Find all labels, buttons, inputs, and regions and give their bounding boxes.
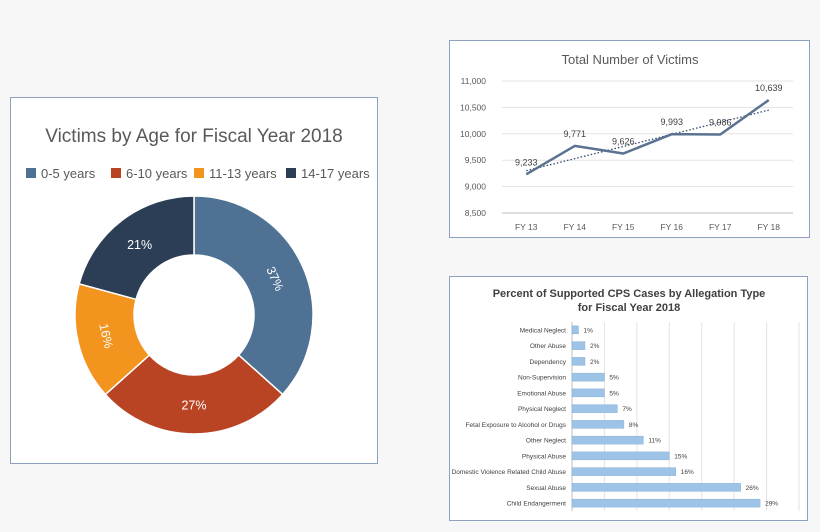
line-x-tick-5: FY 18	[757, 222, 780, 232]
bar-2	[571, 357, 586, 366]
line-data-label-5: 10,639	[755, 83, 783, 93]
legend-swatch-0	[26, 168, 36, 178]
line-series	[525, 99, 770, 176]
line-x-tick-1: FY 14	[563, 222, 586, 232]
line-data-label-1: 9,771	[563, 129, 586, 139]
bar-category-10: Sexual Abuse	[526, 485, 566, 492]
bar-category-0: Medical Neglect	[520, 327, 566, 334]
bar-chart-title-line-1: Percent of Supported CPS Cases by Allega…	[493, 288, 766, 300]
line-gridlines	[502, 80, 793, 214]
bar-data-label-1: 2%	[590, 343, 600, 350]
bar-category-11: Child Endangerment	[507, 501, 566, 508]
bar-bars	[571, 325, 761, 508]
bar-data-label-2: 2%	[590, 359, 600, 366]
line-y-tick-2: 9,500	[465, 155, 487, 165]
pie-chart-title: Victims by Age for Fiscal Year 2018	[45, 126, 342, 147]
bar-data-label-9: 16%	[681, 469, 694, 476]
bar-4	[571, 388, 605, 398]
line-x-tick-2: FY 15	[612, 222, 635, 232]
line-x-tick-4: FY 17	[709, 222, 732, 232]
allegation-bar-chart: Percent of Supported CPS Cases by Allega…	[452, 288, 800, 511]
bar-0	[571, 325, 579, 335]
bar-category-labels: Medical Neglect Other Abuse Dependency Non-…	[452, 327, 567, 507]
bar-category-5: Physical Neglect	[518, 406, 566, 413]
line-y-tick-labels: 8,500 9,000 9,500 10,000 10,500 11,000	[460, 76, 486, 218]
line-series-path	[525, 99, 770, 176]
line-trendline	[526, 109, 769, 172]
bar-10	[571, 483, 741, 492]
bar-category-1: Other Abuse	[530, 343, 567, 350]
bar-7	[571, 435, 644, 445]
pie-slice-labels: 37%27%16%21%	[96, 238, 286, 413]
pie-slice-label-2: 16%	[96, 322, 115, 350]
line-y-tick-4: 10,500	[460, 102, 486, 112]
line-y-tick-3: 10,000	[460, 129, 486, 139]
legend-swatch-2	[194, 168, 204, 178]
bar-category-6: Fetal Exposure to Alcohol or Drugs	[466, 422, 567, 429]
bar-category-3: Non-Supervision	[518, 375, 566, 382]
bar-8	[571, 451, 670, 461]
line-y-tick-0: 8,500	[465, 208, 487, 218]
line-x-tick-0: FY 13	[515, 222, 538, 232]
bar-data-label-6: 8%	[629, 422, 639, 429]
pie-slice-3	[78, 195, 195, 301]
pie-slice-label-1: 27%	[181, 399, 206, 413]
pie-slice-0	[193, 195, 314, 396]
bar-category-2: Dependency	[530, 359, 567, 366]
victims-line-chart: Total Number of Victims 8,500 9,000 9,500 1…	[460, 52, 793, 232]
age-pie-chart-panel: Victims by Age for Fiscal Year 2018 0-5 …	[10, 97, 378, 464]
line-y-tick-1: 9,000	[465, 182, 487, 192]
bar-data-label-7: 11%	[648, 438, 661, 445]
line-data-label-4: 9,986	[709, 118, 732, 128]
bar-9	[571, 467, 676, 476]
legend-label-2: 11-13 years	[209, 166, 277, 181]
bar-category-8: Physical Abuse	[522, 453, 566, 460]
line-x-tick-labels: FY 13 FY 14 FY 15 FY 16 FY 17 FY 18	[515, 222, 780, 232]
bar-category-7: Other Neglect	[526, 438, 566, 445]
allegation-bar-chart-panel: Percent of Supported CPS Cases by Allega…	[449, 276, 808, 521]
bar-3	[571, 372, 605, 382]
pie-slice-1	[104, 353, 284, 435]
age-pie-chart: Victims by Age for Fiscal Year 2018 0-5 …	[26, 126, 370, 435]
line-chart-title: Total Number of Victims	[561, 52, 699, 67]
bar-chart-title-line-2: for Fiscal Year 2018	[578, 302, 681, 314]
pie-slices	[74, 195, 314, 435]
pie-legend: 0-5 years 6-10 years 11-13 years 14-17 year…	[26, 166, 370, 181]
line-y-tick-5: 11,000	[461, 76, 487, 86]
line-data-label-0: 9,233	[515, 157, 538, 167]
line-data-label-2: 9,626	[612, 137, 635, 147]
legend-label-3: 14-17 years	[301, 166, 370, 181]
bar-gridlines	[571, 322, 800, 511]
bar-1	[571, 341, 586, 350]
legend-label-0: 0-5 years	[41, 166, 96, 181]
bar-data-label-8: 15%	[674, 453, 687, 460]
bar-data-label-0: 1%	[583, 327, 593, 334]
bar-category-4: Emotional Abuse	[517, 390, 566, 397]
pie-slice-label-3: 21%	[127, 238, 152, 252]
line-data-label-3: 9,993	[660, 117, 683, 127]
legend-swatch-1	[111, 168, 121, 178]
bar-data-labels: 1% 2% 2% 5% 5% 7% 8% 11% 15% 16% 26% 29%	[583, 327, 778, 507]
victims-line-chart-panel: Total Number of Victims 8,500 9,000 9,500 1…	[449, 40, 810, 238]
bar-5	[571, 404, 618, 413]
bar-6	[571, 420, 625, 429]
legend-swatch-3	[286, 168, 296, 178]
bar-category-9: Domestic Violence Related Child Abuse	[452, 469, 567, 476]
bar-11	[571, 498, 761, 508]
bar-data-label-5: 7%	[622, 406, 632, 413]
legend-label-1: 6-10 years	[126, 166, 188, 181]
bar-data-label-4: 5%	[609, 390, 619, 397]
line-data-labels: 9,233 9,771 9,626 9,993 9,986 10,639	[515, 83, 783, 167]
line-x-tick-3: FY 16	[660, 222, 683, 232]
bar-data-label-3: 5%	[609, 375, 619, 382]
bar-data-label-11: 29%	[765, 501, 778, 508]
bar-data-label-10: 26%	[746, 485, 759, 492]
